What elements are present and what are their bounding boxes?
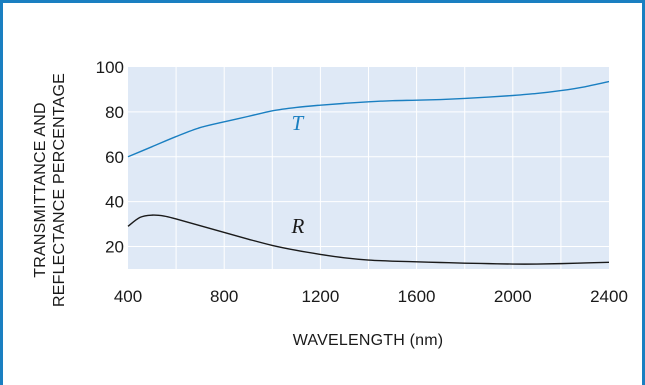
x-axis-title: WAVELENGTH (nm)	[293, 332, 444, 349]
y-tick-label: 80	[105, 103, 124, 122]
x-tick-label: 1200	[301, 287, 339, 306]
y-tick-label: 40	[105, 193, 124, 212]
y-tick-label: 100	[96, 58, 124, 77]
y-tick-label: 20	[105, 238, 124, 257]
x-tick-label: 800	[210, 287, 238, 306]
y-tick-labels: 20 40 60 80 100	[96, 58, 124, 257]
x-tick-label: 1600	[398, 287, 436, 306]
x-tick-label: 2000	[494, 287, 532, 306]
series-label-r: R	[291, 214, 305, 238]
y-axis-title-line-1: TRANSMITTANCE AND	[32, 102, 49, 278]
y-tick-label: 60	[105, 148, 124, 167]
y-axis-title-line-2: REFLECTANCE PERCENTAGE	[51, 73, 68, 307]
series-label-t: T	[292, 111, 305, 135]
x-tick-label: 400	[114, 287, 142, 306]
y-axis-title: TRANSMITTANCE AND REFLECTANCE PERCENTAGE	[32, 73, 68, 307]
x-tick-label: 2400	[590, 287, 628, 306]
x-tick-labels: 400 800 1200 1600 2000 2400	[114, 287, 628, 306]
